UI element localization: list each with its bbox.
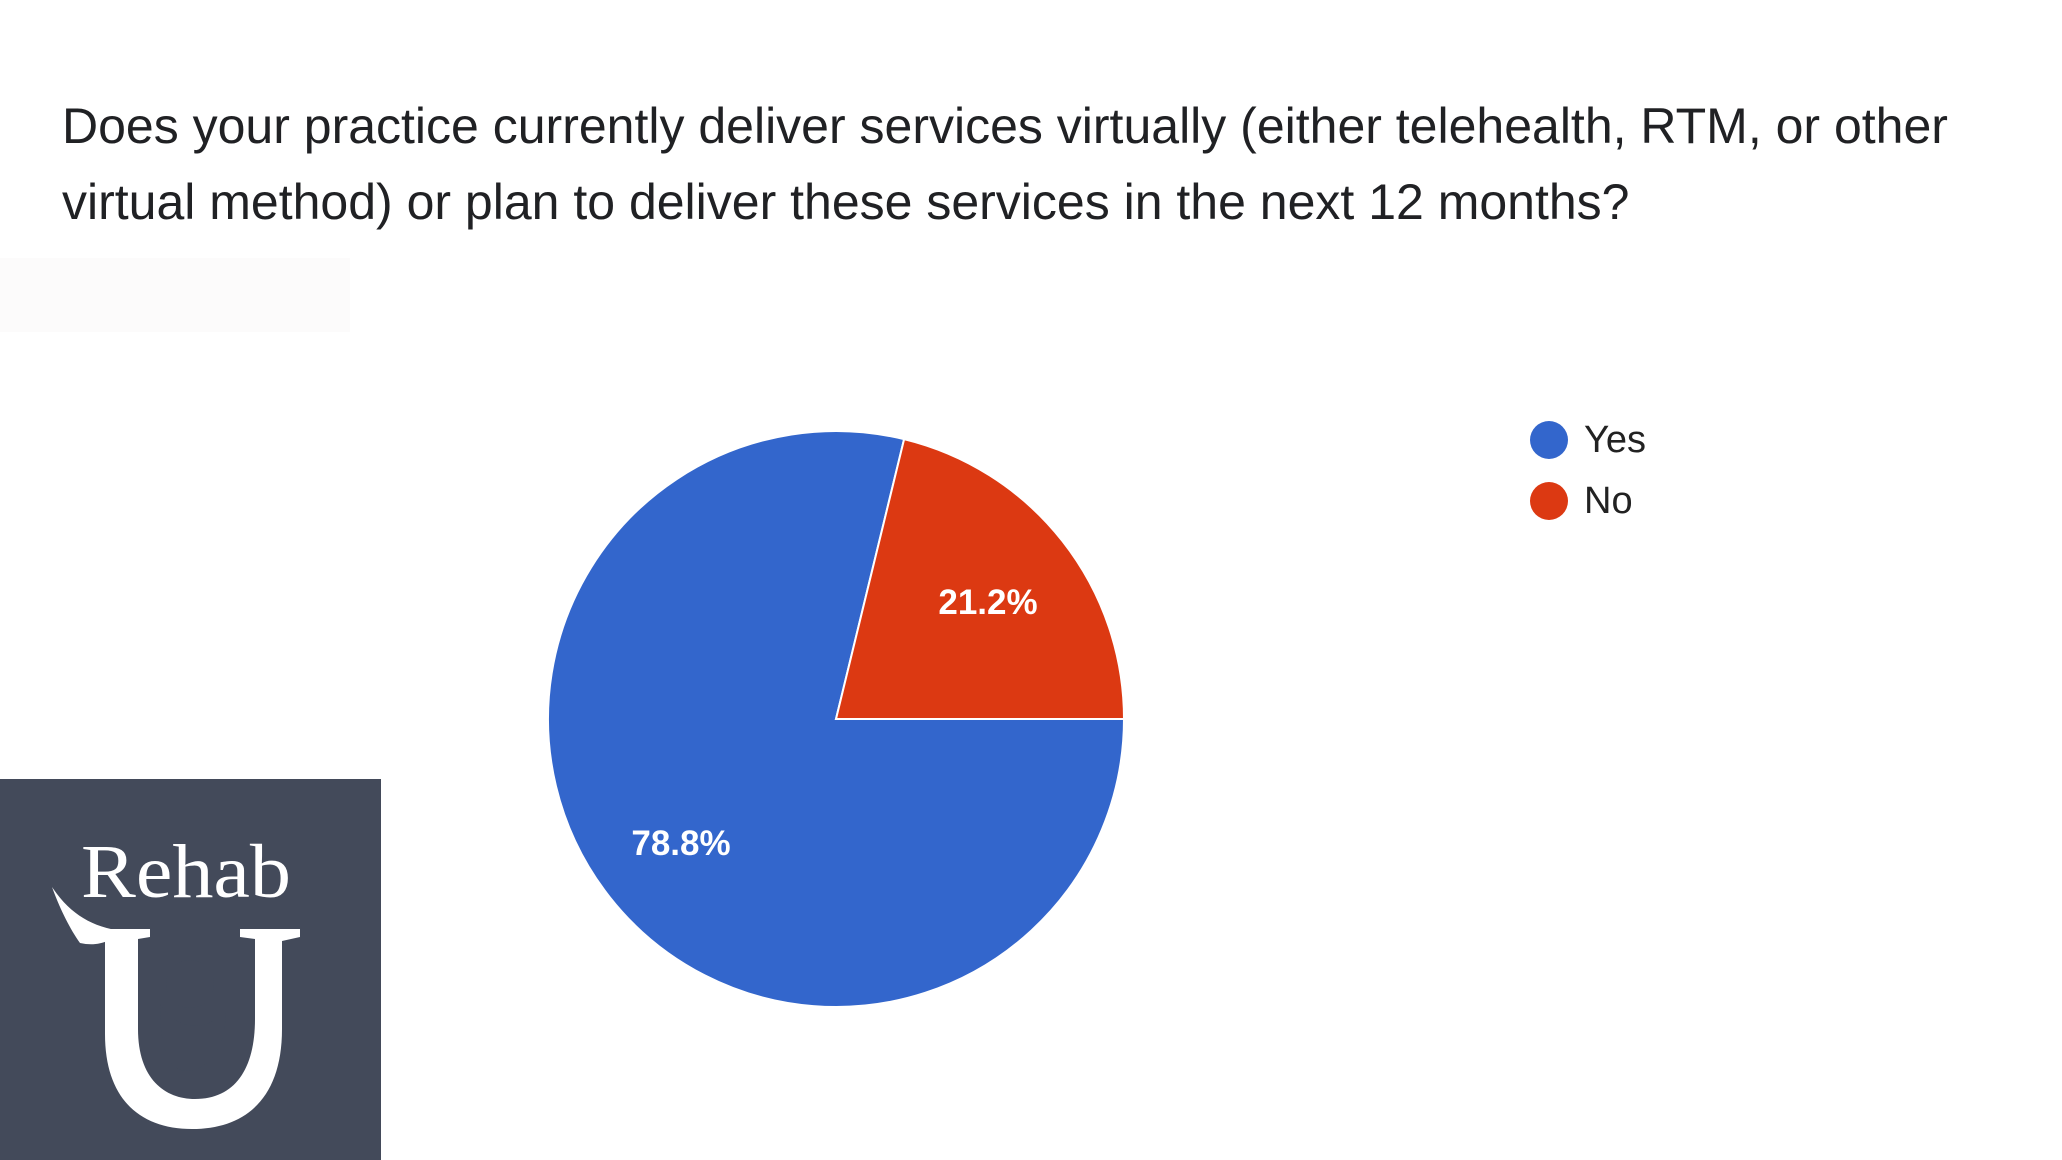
logo-u-shape — [95, 929, 300, 1129]
chart-legend: Yes No — [1530, 418, 1646, 542]
legend-label-yes: Yes — [1584, 418, 1646, 461]
pie-data-labels: 78.8% 21.2% — [631, 583, 1037, 863]
chart-title: Does your practice currently deliver ser… — [62, 98, 1948, 230]
data-label-yes: 78.8% — [631, 824, 730, 863]
rehab-u-logo-mark: Rehab — [52, 830, 300, 1129]
legend-item-no[interactable]: No — [1530, 479, 1646, 522]
pie-slices — [547, 430, 1126, 1008]
legend-swatch-no — [1530, 482, 1568, 520]
pie-slice-no[interactable] — [834, 437, 1126, 720]
legend-item-yes[interactable]: Yes — [1530, 418, 1646, 461]
legend-swatch-yes — [1530, 421, 1568, 459]
faint-background-box — [0, 258, 350, 332]
legend-label-no: No — [1584, 479, 1633, 522]
logo-figure-body — [160, 1004, 226, 1071]
logo-figure-head — [166, 960, 214, 1008]
logo-wordmark: Rehab — [81, 830, 291, 914]
rehab-u-logo: Rehab — [0, 779, 381, 1160]
data-label-no: 21.2% — [938, 583, 1037, 622]
